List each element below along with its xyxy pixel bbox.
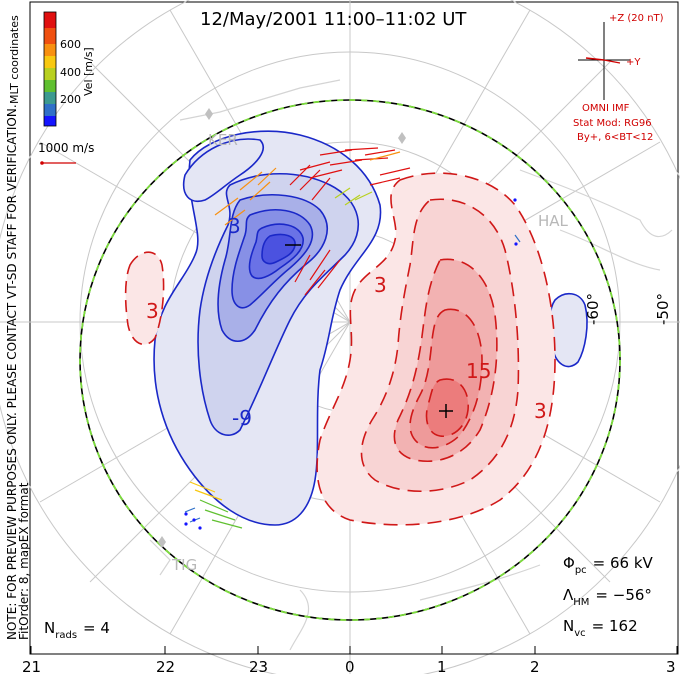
contour-label-neg-inner: -9 [232,406,252,430]
imf-z-label: +Z (20 nT) [609,13,664,24]
coordinate-label: MLT coordinates [8,15,21,104]
imf-source: OMNI IMF [582,103,630,114]
map-title: 12/May/2001 11:00–11:02 UT [200,9,467,30]
hm-boundary-dash [79,99,621,621]
imf-model: Stat Mod: RG96 [573,118,652,129]
colorbar-label: Vel [m/s] [82,47,95,96]
scale-vector: 1000 m/s [38,141,94,165]
colorbar-tick-400: 400 [60,66,81,79]
velocity-colorbar: 600 400 200 Vel [m/s] MLT coordinates [8,11,95,127]
latitude-label-50: -50° [654,293,672,325]
fit-order-note: FitOrder: 8, mapEX format [17,482,31,640]
colorbar-tick-600: 600 [60,38,81,51]
contour-label-neg-left: 3 [228,214,241,238]
imf-condition: By+, 6<BT<12 [577,132,653,143]
imf-y-label: +Y [626,57,641,68]
preview-note: NOTE: FOR PREVIEW PURPOSES ONLY. PLEASE … [5,104,19,640]
station-hal: HAL [538,212,569,230]
negative-potential-cell [153,130,588,526]
positive-potential-cell [124,172,556,526]
mlt-tick-21: 21 [22,658,41,674]
stat-phi-pc: Φpc = 66 kV [563,554,654,576]
velocity-vectors [184,147,521,530]
contour-label-pos-upper: 3 [374,273,387,297]
mlt-tick-23: 23 [249,658,268,674]
stat-n-rads: Nrads = 4 [44,619,110,641]
contour-labels: -9 3 3 15 3 3 [146,214,547,430]
mlt-tick-1: 1 [437,658,447,674]
station-tig: TIG [171,556,197,574]
latitude-label-60: -60° [584,293,602,325]
mlt-tick-3: 3 [666,658,676,674]
stat-lambda-hm: ΛHM = −56° [563,586,652,608]
station-markers: KER HAL TIG [158,108,569,574]
station-ker: KER [208,131,238,149]
colorbar-tick-200: 200 [60,93,81,106]
mlt-axis: 21 22 23 0 1 2 3 [22,646,678,674]
mlt-tick-2: 2 [530,658,540,674]
imf-clock: +Z (20 nT) +Y OMNI IMF Stat Mod: RG96 By… [573,13,664,143]
mlt-tick-22: 22 [156,658,175,674]
contour-label-pos-mid: 15 [466,359,491,383]
scale-vector-label: 1000 m/s [38,141,94,155]
stat-n-vc: Nvc = 162 [563,617,638,639]
contour-label-pos-far-left: 3 [146,299,159,323]
contour-label-pos-right: 3 [534,399,547,423]
mlt-tick-0: 0 [345,658,355,674]
coastlines [149,79,673,651]
statistics: Φpc = 66 kV ΛHM = −56° Nvc = 162 Nrads = 4 [44,554,654,641]
